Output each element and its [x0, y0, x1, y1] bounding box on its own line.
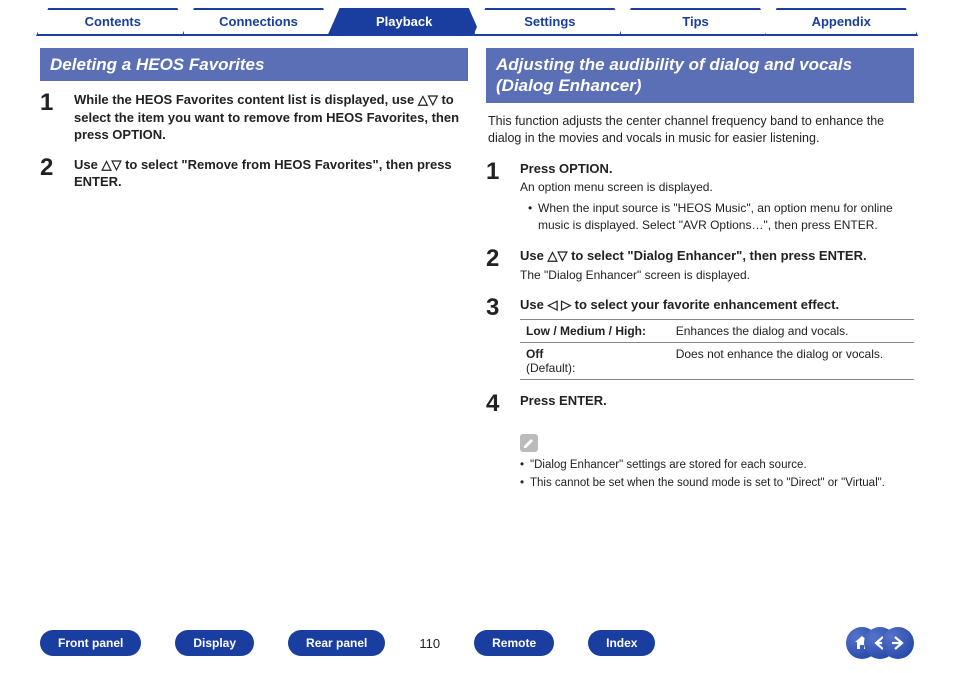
step-number: 1 [40, 91, 74, 144]
footer-btn-rear-panel[interactable]: Rear panel [288, 630, 385, 656]
page-number: 110 [419, 636, 440, 651]
right-step-1: 1 Press OPTION. An option menu screen is… [486, 160, 914, 236]
tab-appendix[interactable]: Appendix [764, 8, 918, 36]
step-number: 2 [486, 247, 520, 283]
opt-value: Does not enhance the dialog or vocals. [670, 343, 914, 380]
section-intro: This function adjusts the center channel… [486, 113, 914, 148]
step-number: 2 [40, 156, 74, 191]
options-table: Low / Medium / High: Enhances the dialog… [520, 319, 914, 380]
notes-list: "Dialog Enhancer" settings are stored fo… [520, 457, 914, 491]
left-step-2: 2 Use △▽ to select "Remove from HEOS Fav… [40, 156, 468, 191]
tab-connections[interactable]: Connections [182, 8, 336, 36]
right-column: Adjusting the audibility of dialog and v… [486, 48, 914, 494]
step-text: Use ◁ ▷ to select your favorite enhancem… [520, 296, 914, 314]
tab-contents[interactable]: Contents [36, 8, 190, 36]
footer-btn-front-panel[interactable]: Front panel [40, 630, 141, 656]
tab-playback[interactable]: Playback [327, 8, 481, 36]
left-column: Deleting a HEOS Favorites 1 While the HE… [40, 48, 468, 494]
right-step-4: 4 Press ENTER. [486, 392, 914, 416]
step-number: 3 [486, 296, 520, 381]
table-row: Low / Medium / High: Enhances the dialog… [520, 320, 914, 343]
note-item: "Dialog Enhancer" settings are stored fo… [520, 457, 914, 473]
right-step-3: 3 Use ◁ ▷ to select your favorite enhanc… [486, 296, 914, 381]
step-desc: An option menu screen is displayed. [520, 179, 914, 196]
step-bullet: When the input source is "HEOS Music", a… [528, 200, 914, 234]
tab-tips[interactable]: Tips [619, 8, 773, 36]
opt-sublabel: (Default): [526, 361, 575, 375]
left-step-1: 1 While the HEOS Favorites content list … [40, 91, 468, 144]
opt-label: Off [526, 347, 543, 361]
section-title-left: Deleting a HEOS Favorites [40, 48, 468, 81]
footer-btn-index[interactable]: Index [588, 630, 655, 656]
footer-nav: Front panel Display Rear panel 110 Remot… [0, 627, 954, 659]
step-text: Use △▽ to select "Dialog Enhancer", then… [520, 247, 914, 265]
opt-label: Low / Medium / High: [526, 324, 646, 338]
table-row: Off (Default): Does not enhance the dial… [520, 343, 914, 380]
footer-btn-remote[interactable]: Remote [474, 630, 554, 656]
section-title-right: Adjusting the audibility of dialog and v… [486, 48, 914, 103]
pencil-note-icon [520, 434, 538, 452]
step-number: 1 [486, 160, 520, 236]
next-page-icon[interactable] [882, 627, 914, 659]
right-step-2: 2 Use △▽ to select "Dialog Enhancer", th… [486, 247, 914, 283]
step-text: Use △▽ to select "Remove from HEOS Favor… [74, 156, 468, 191]
footer-btn-display[interactable]: Display [175, 630, 254, 656]
step-text: While the HEOS Favorites content list is… [74, 91, 468, 144]
top-tabs: Contents Connections Playback Settings T… [0, 0, 954, 40]
opt-value: Enhances the dialog and vocals. [670, 320, 914, 343]
step-text: Press ENTER. [520, 392, 914, 410]
step-number: 4 [486, 392, 520, 416]
note-item: This cannot be set when the sound mode i… [520, 475, 914, 491]
nav-icon-group [846, 627, 914, 659]
step-text: Press OPTION. [520, 160, 914, 178]
tab-settings[interactable]: Settings [473, 8, 627, 36]
step-desc: The "Dialog Enhancer" screen is displaye… [520, 267, 914, 284]
page-content: Deleting a HEOS Favorites 1 While the HE… [0, 40, 954, 494]
